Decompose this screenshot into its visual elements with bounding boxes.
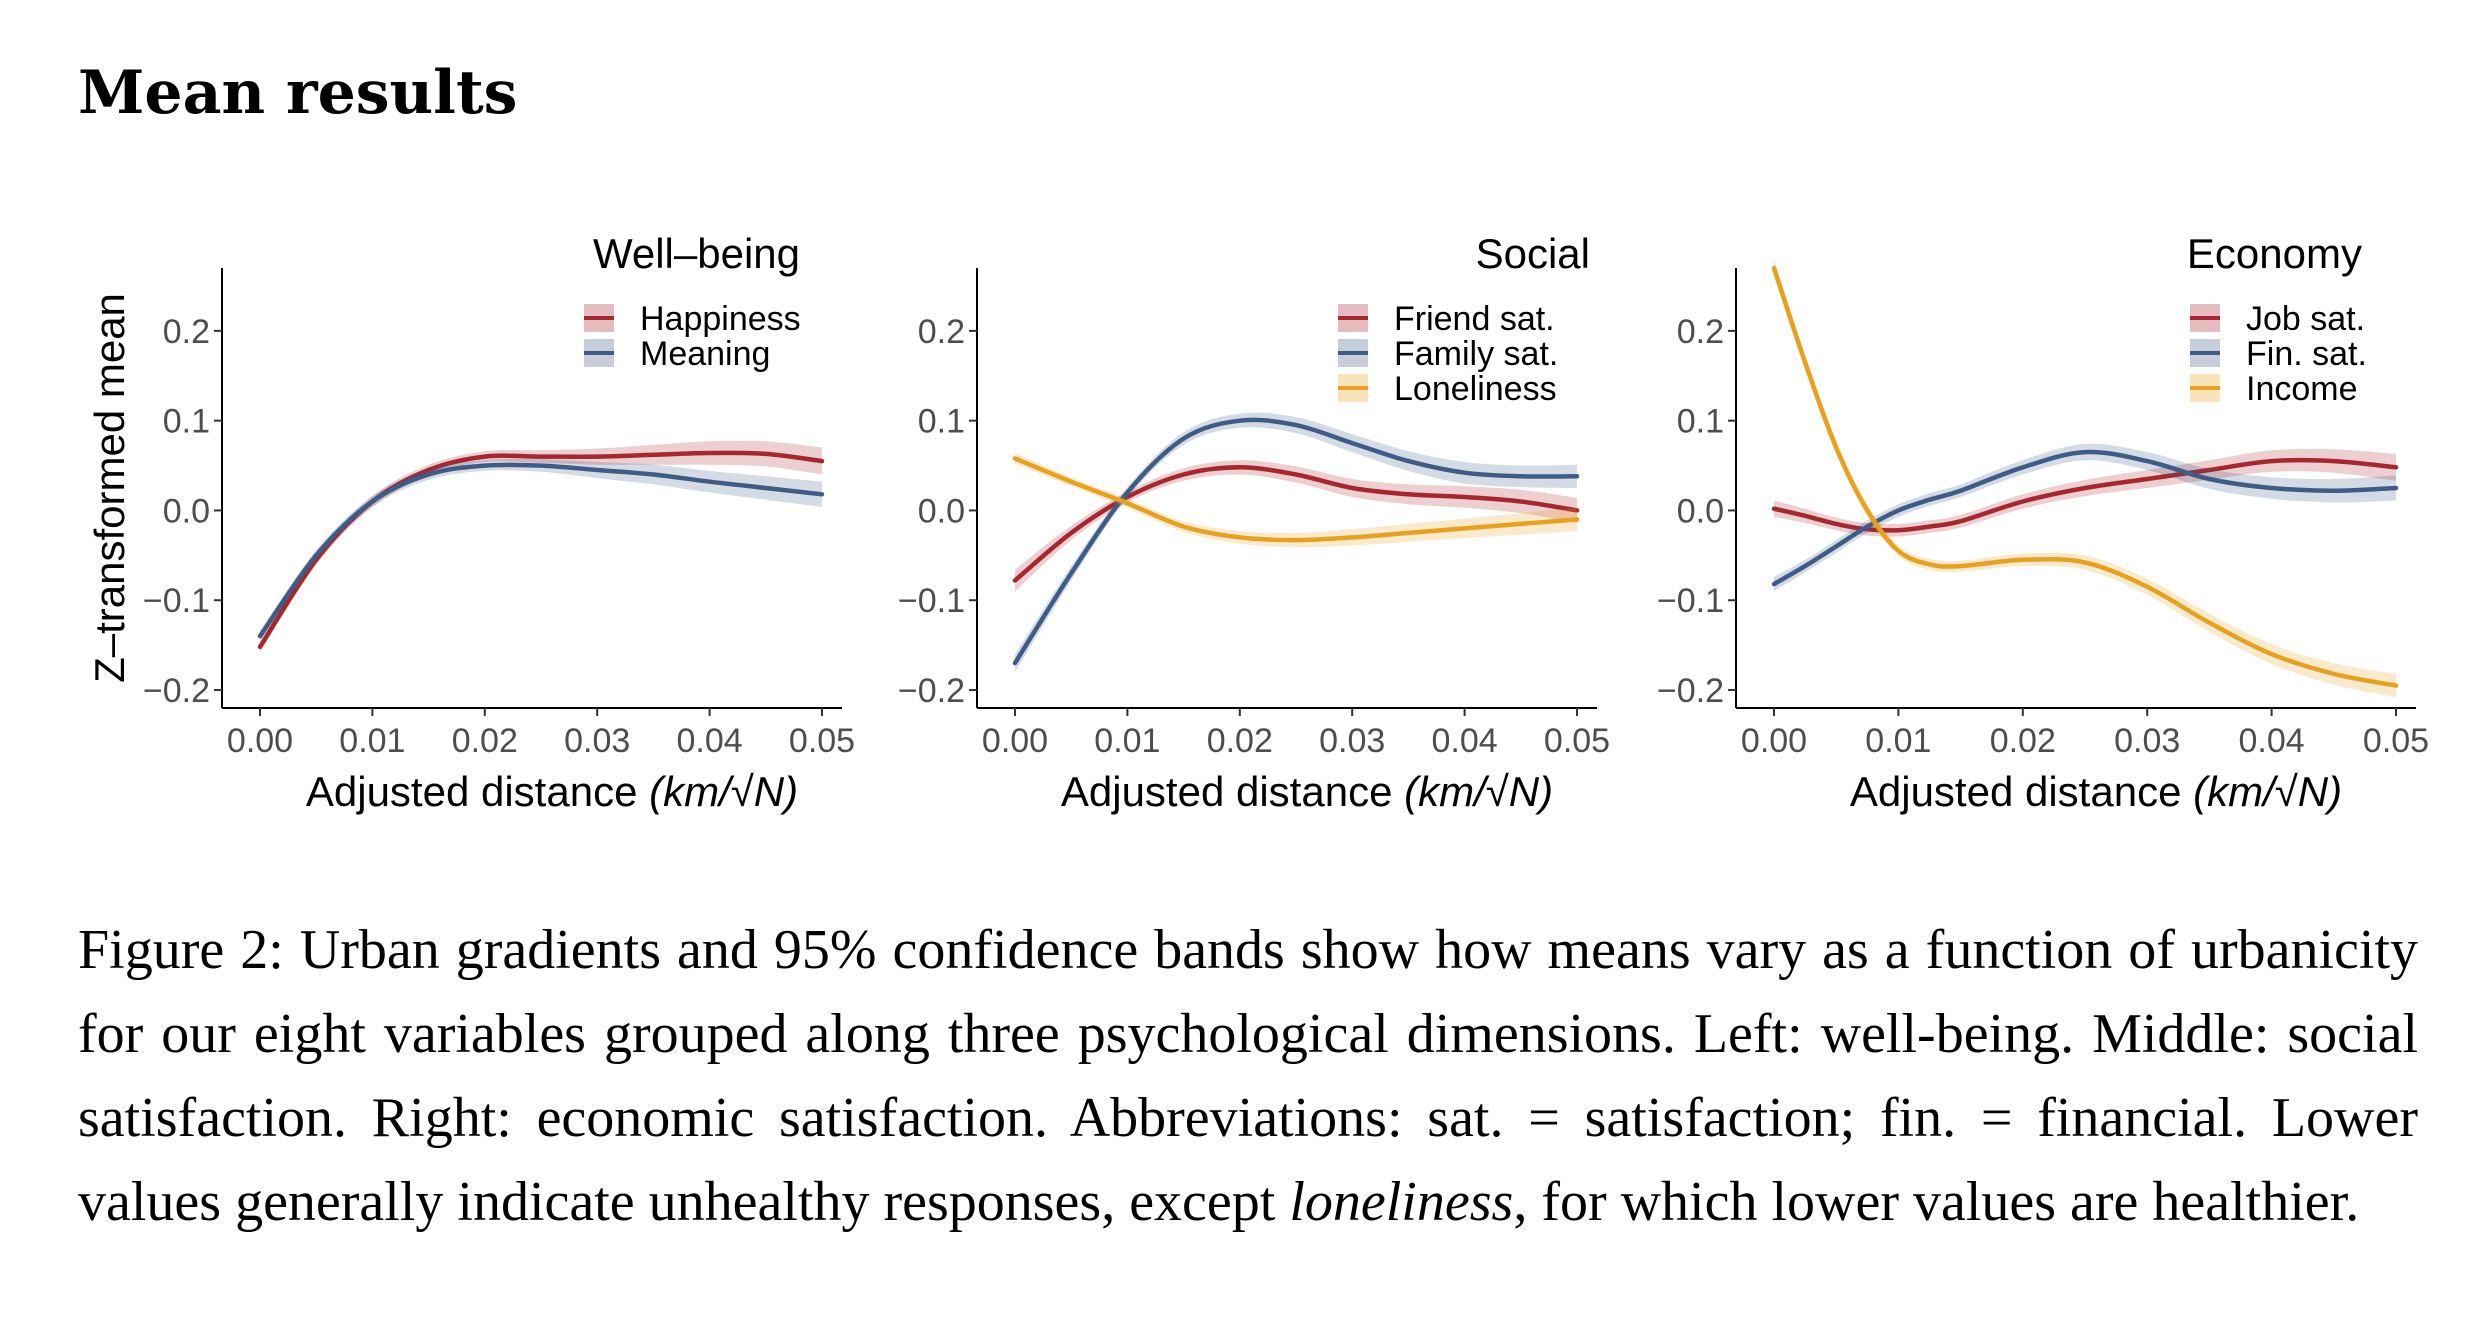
y-tick-label: 0.0 [163,492,210,530]
confidence-band [260,440,822,653]
panel-title: Economy [2187,230,2362,277]
x-tick-label: 0.00 [1741,722,1807,760]
y-tick-label: 0.2 [918,313,965,351]
x-axis-label: Adjusted distance (km/√N) [306,768,798,815]
series-line [1771,457,2399,533]
y-tick-label: −0.2 [898,672,965,710]
series-line [1771,449,2399,587]
legend: Job sat.Fin. sat.Income [2190,300,2367,408]
x-axis-label: Adjusted distance (km/√N) [1850,768,2342,815]
legend-label: Job sat. [2246,300,2365,338]
x-tick-label: 0.04 [677,722,743,760]
panel-title: Well–being [593,230,800,277]
panel-title: Social [1476,230,1590,277]
x-tick-label: 0.05 [1544,722,1610,760]
confidence-band [1774,448,2396,537]
y-axis-label: Z–transformed mean [86,293,133,683]
caption-text-end: , for which lower values are healthier. [1513,1171,2360,1233]
series-line [1771,265,2399,688]
series-line [1012,456,1580,543]
y-tick-label: 0.0 [918,492,965,530]
x-tick-label: 0.05 [2363,722,2429,760]
x-tick-label: 0.00 [982,722,1048,760]
confidence-band [1774,443,2396,592]
legend-label: Fin. sat. [2246,335,2367,373]
plot-area [257,440,825,653]
confidence-band [1015,460,1577,592]
x-tick-label: 0.04 [1432,722,1498,760]
legend-label: Meaning [640,335,770,373]
x-tick-label: 0.04 [2239,722,2305,760]
y-tick-label: −0.1 [898,582,965,620]
x-tick-label: 0.01 [339,722,405,760]
chart-panel-2: −0.2 −0.1 0.0 0.1 0.2 0.00 0.01 0.02 0.03 0.04 0.0… [898,230,1610,815]
x-tick-label: 0.03 [2114,722,2180,760]
legend-label: Loneliness [1394,370,1557,408]
legend-label: Happiness [640,300,801,338]
y-tick-label: −0.1 [143,582,210,620]
y-tick-label: 0.1 [1677,403,1724,441]
y-tick-label: 0.1 [163,403,210,441]
y-tick-label: −0.2 [1657,672,1724,710]
y-tick-label: 0.2 [1677,313,1724,351]
y-tick-label: 0.1 [918,403,965,441]
confidence-band [260,458,822,642]
y-tick-label: −0.1 [1657,582,1724,620]
x-tick-label: 0.05 [789,722,855,760]
x-tick-label: 0.01 [1094,722,1160,760]
x-tick-label: 0.02 [1990,722,2056,760]
legend: Friend sat.Family sat.Loneliness [1338,300,1558,408]
legend-label: Family sat. [1394,335,1558,373]
x-tick-label: 0.03 [564,722,630,760]
x-axis-label: Adjusted distance (km/√N) [1061,768,1553,815]
plot-area [1771,259,2399,698]
x-tick-label: 0.01 [1865,722,1931,760]
y-tick-label: 0.2 [163,313,210,351]
confidence-band [1015,412,1577,673]
figure-caption: Figure 2: Urban gradients and 95% confid… [78,908,2418,1244]
series-line [1012,465,1580,583]
confidence-band [1015,453,1577,548]
x-tick-label: 0.03 [1319,722,1385,760]
chart-panel-3: −0.2 −0.1 0.0 0.1 0.2 0.00 0.01 0.02 0.03 0.04 0.0… [1657,230,2429,815]
plot-area [1012,412,1580,673]
caption-italic-term: loneliness [1289,1171,1514,1233]
section-title: Mean results [78,58,518,128]
chart-panel-1: −0.2 −0.1 0.0 0.1 0.2 0.00 0.01 0.02 0.03 0.04 0.0… [86,230,855,815]
figure: −0.2 −0.1 0.0 0.1 0.2 0.00 0.01 0.02 0.03 0.04 0.0… [86,230,2429,815]
y-tick-label: −0.2 [143,672,210,710]
legend-label: Friend sat. [1394,300,1555,338]
legend-label: Income [2246,370,2358,408]
caption-text: Figure 2: Urban gradients and 95% confid… [78,919,2418,1233]
series-line [1012,417,1580,666]
series-line [257,462,825,639]
y-tick-label: 0.0 [1677,492,1724,530]
x-tick-label: 0.02 [452,722,518,760]
x-tick-label: 0.02 [1207,722,1273,760]
x-tick-label: 0.00 [227,722,293,760]
